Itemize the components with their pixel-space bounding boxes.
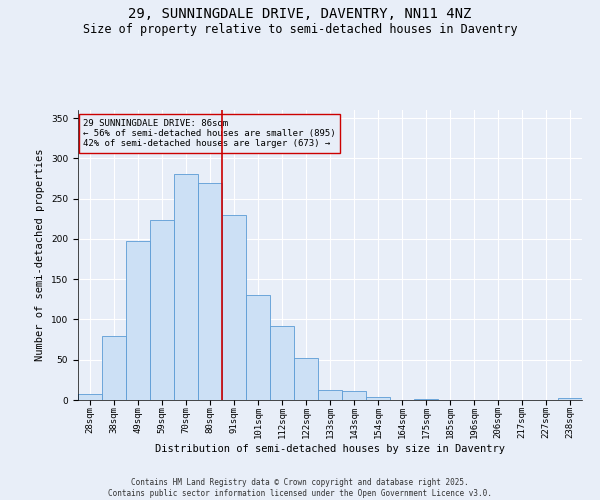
Bar bbox=[414, 399, 438, 400]
Text: Contains HM Land Registry data © Crown copyright and database right 2025.
Contai: Contains HM Land Registry data © Crown c… bbox=[108, 478, 492, 498]
Text: 29 SUNNINGDALE DRIVE: 86sqm
← 56% of semi-detached houses are smaller (895)
42% : 29 SUNNINGDALE DRIVE: 86sqm ← 56% of sem… bbox=[83, 118, 335, 148]
Bar bbox=[246, 296, 270, 400]
Bar bbox=[558, 398, 582, 400]
Bar bbox=[150, 220, 174, 400]
Bar bbox=[270, 326, 294, 400]
Bar bbox=[126, 242, 150, 400]
Bar bbox=[174, 174, 198, 400]
Y-axis label: Number of semi-detached properties: Number of semi-detached properties bbox=[35, 149, 46, 361]
Bar bbox=[222, 214, 246, 400]
Bar bbox=[198, 182, 222, 400]
Bar bbox=[342, 391, 366, 400]
Bar bbox=[366, 397, 390, 400]
X-axis label: Distribution of semi-detached houses by size in Daventry: Distribution of semi-detached houses by … bbox=[155, 444, 505, 454]
Bar bbox=[78, 394, 102, 400]
Text: Size of property relative to semi-detached houses in Daventry: Size of property relative to semi-detach… bbox=[83, 22, 517, 36]
Bar bbox=[294, 358, 318, 400]
Text: 29, SUNNINGDALE DRIVE, DAVENTRY, NN11 4NZ: 29, SUNNINGDALE DRIVE, DAVENTRY, NN11 4N… bbox=[128, 8, 472, 22]
Bar bbox=[318, 390, 342, 400]
Bar bbox=[102, 336, 126, 400]
